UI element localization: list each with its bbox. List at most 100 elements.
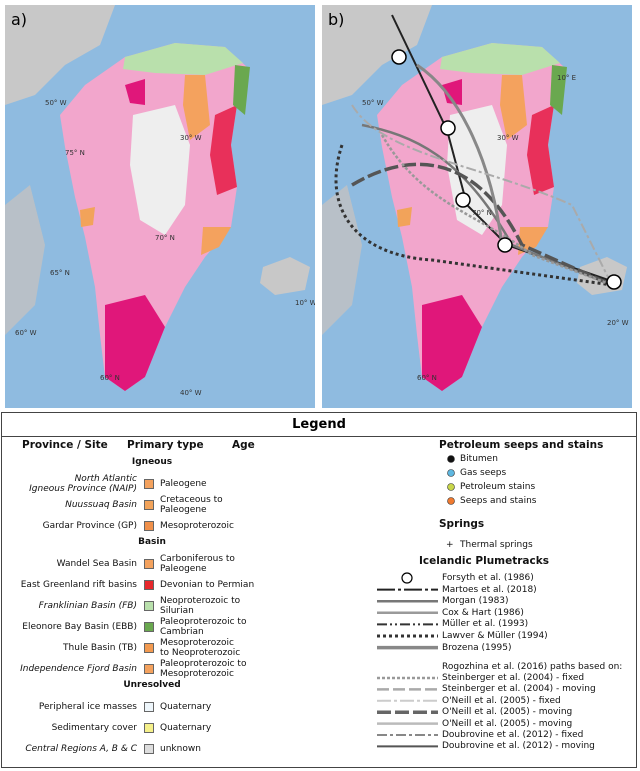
color-swatch [144, 479, 154, 489]
map-label: 20° W [607, 319, 629, 327]
age-label: Mesoproterozoic to Neoproterozoic [160, 638, 241, 658]
track-symbol [401, 572, 413, 584]
legend: Legend Province / Site Primary type Age Ign… [1, 412, 637, 768]
section-title: Rogozhina et al. (2016) paths based on: [442, 662, 623, 672]
map-label: 40° W [180, 389, 202, 397]
marker [497, 237, 513, 253]
track-label: Steinberger et al. (2004) - fixed [442, 673, 585, 683]
site-label: Gardar Province (GP) [42, 521, 137, 531]
seep-label: Bitumen [460, 454, 498, 464]
seep-label: Petroleum stains [460, 482, 536, 492]
age-label: Cretaceous to Paleogene [160, 495, 223, 515]
track-label: Lawver & Müller (1994) [442, 631, 548, 641]
map-panel-a: 75° N 70° N 65° N 60° N 60° W 50° W 40° … [5, 5, 317, 408]
color-swatch [144, 643, 154, 653]
marker [391, 49, 407, 65]
site-label: Wandel Sea Basin [56, 559, 137, 569]
age-label: Neoproterozoic to Silurian [160, 596, 241, 616]
color-swatch [144, 500, 154, 510]
map-panel-b: 70° N 60° N 50° W 30° W 20° W 10° E b) [322, 5, 632, 408]
seep-symbol [447, 469, 455, 477]
seep-symbol [447, 483, 455, 491]
track-label: Doubrovine et al. (2012) - fixed [442, 730, 584, 740]
marker [455, 192, 471, 208]
age-label: Carboniferous to Paleogene [160, 554, 235, 574]
track [416, 63, 504, 246]
track-label: Martoes et al. (2018) [442, 584, 537, 595]
marker [606, 274, 622, 290]
group-heading: Igneous [131, 457, 173, 467]
seep-label: Seeps and stains [460, 496, 537, 506]
track [361, 123, 613, 287]
track [351, 104, 613, 286]
map-label: 70° N [155, 234, 175, 242]
age-label: Mesoproterozoic [160, 521, 234, 531]
color-swatch [144, 744, 154, 754]
column-header: Primary type [127, 439, 204, 451]
track-label: O'Neill et al. (2005) - moving [442, 718, 573, 729]
track-label: O'Neill et al. (2005) - fixed [442, 695, 561, 706]
map-label: 10° W [295, 299, 317, 307]
color-swatch [144, 559, 154, 569]
seep-symbol [447, 455, 455, 463]
section-title: Springs [439, 518, 485, 530]
column-header: Age [232, 439, 255, 451]
map-label: 75° N [65, 149, 85, 157]
color-swatch [144, 723, 154, 733]
group-heading: Unresolved [123, 680, 181, 690]
seep-label: Gas seeps [460, 468, 507, 478]
map-label: 30° W [497, 134, 519, 142]
site-label: Nuussuaq Basin [65, 500, 137, 510]
map-label: 60° N [100, 374, 120, 382]
track-label: Müller et al. (1993) [442, 619, 529, 630]
map-label: 50° W [362, 99, 384, 107]
track [351, 162, 613, 287]
color-swatch [144, 580, 154, 590]
color-swatch [144, 702, 154, 712]
age-label: Devonian to Permian [160, 580, 255, 590]
forsyth-markers [391, 49, 622, 290]
map-label: 65° N [50, 269, 70, 277]
site-label: North Atlantic Igneous Province (NAIP) [29, 474, 137, 494]
legend-title: Legend [2, 413, 636, 437]
site-label: Independence Fjord Basin [20, 664, 137, 674]
legend-symbols [377, 455, 455, 748]
column-header: Province / Site [22, 439, 108, 451]
color-swatch [144, 622, 154, 632]
track-label: Steinberger et al. (2004) - moving [442, 684, 596, 695]
track [334, 144, 613, 287]
map-label: 70° N [472, 209, 492, 217]
group-heading: Basin [138, 537, 166, 547]
color-swatch [144, 601, 154, 611]
seep-symbol [447, 497, 455, 505]
site-label: Thule Basin (TB) [63, 643, 137, 653]
site-label: Franklinian Basin (FB) [38, 601, 137, 611]
site-label: Eleonore Bay Basin (EBB) [22, 622, 137, 632]
track-label: O'Neill et al. (2005) - moving [442, 707, 573, 718]
age-label: Paleoproterozoic to Mesoproterozoic [160, 659, 247, 679]
track-label: Morgan (1983) [442, 596, 509, 607]
site-label: Central Regions A, B & C [25, 744, 137, 754]
track-label: Cox & Hart (1986) [442, 607, 524, 618]
track [380, 134, 613, 287]
site-label: East Greenland rift basins [20, 580, 137, 590]
track-label: Doubrovine et al. (2012) - moving [442, 741, 595, 752]
map-label: 60° W [15, 329, 37, 337]
section-title: Petroleum seeps and stains [439, 439, 604, 451]
age-label: Quaternary [160, 723, 212, 733]
plume-tracks [334, 14, 618, 287]
section-title: Icelandic Plumetracks [419, 555, 549, 567]
age-label: Quaternary [160, 702, 212, 712]
age-label: Paleoproterozoic to Cambrian [160, 617, 247, 637]
track-label: Brozena (1995) [442, 642, 512, 653]
map-label: 50° W [45, 99, 67, 107]
color-swatch [144, 521, 154, 531]
age-label: unknown [160, 744, 201, 754]
spring-symbol: + [446, 540, 454, 550]
map-label: 10° E [557, 74, 576, 82]
panel-label: a) [11, 10, 27, 29]
site-label: Peripheral ice masses [38, 702, 137, 712]
track-label: Forsyth et al. (1986) [442, 573, 534, 583]
map-label: 60° N [417, 374, 437, 382]
